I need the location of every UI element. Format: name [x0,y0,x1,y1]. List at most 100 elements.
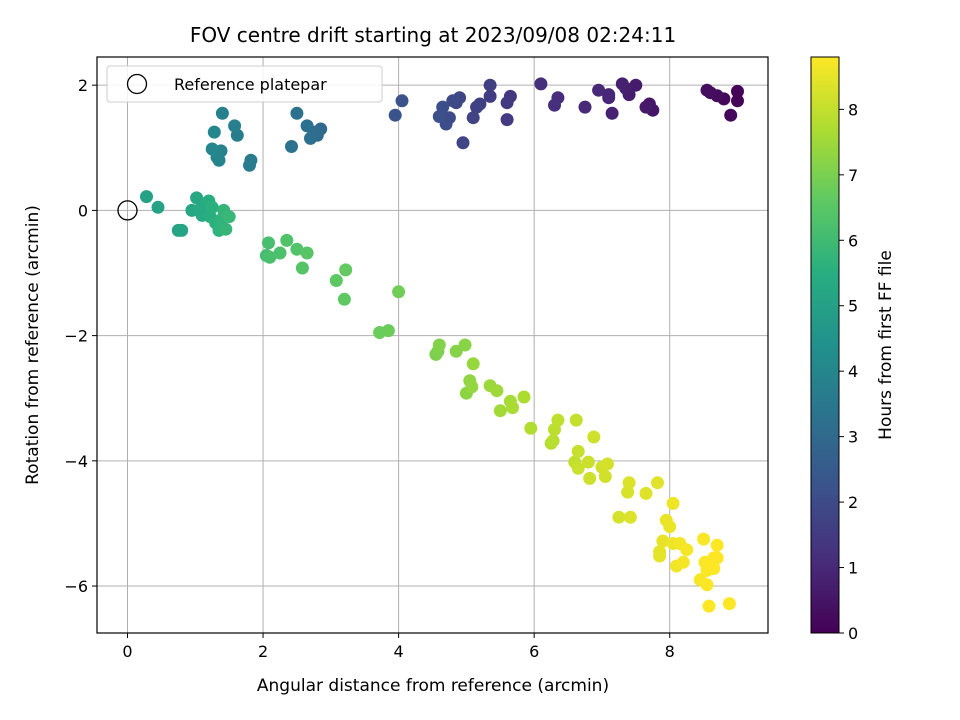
data-point [500,96,514,110]
data-point [290,106,304,120]
data-point [175,223,189,237]
data-point [710,538,724,552]
data-point [273,246,287,260]
y-axis-label: Rotation from reference (arcmin) [23,205,43,485]
data-point [569,413,583,427]
data-point [656,534,670,548]
data-point [490,384,504,398]
data-point [466,357,480,371]
data-point [243,158,256,172]
data-point [598,470,612,483]
x-tick-label: 6 [529,642,539,661]
x-tick-label: 8 [665,642,675,661]
x-axis-label: Angular distance from reference (arcmin) [257,676,609,696]
data-point [465,380,479,394]
data-point [329,274,343,287]
data-point [578,100,592,114]
data-point [551,413,565,427]
colorbar: 0 1 2 3 4 5 6 7 8 Hours from first FF file [810,56,896,643]
legend-label-reference: Reference platepar [174,75,327,94]
data-point [392,285,406,299]
data-point [612,510,626,524]
data-point [581,455,595,469]
colorbar-ticks: 0 1 2 3 4 5 6 7 8 [839,100,858,643]
y-axis-ticks: 2 0 −2 −4 −6 [64,76,97,596]
legend-marker-reference [126,73,148,95]
colorbar-tick-label: 7 [848,166,858,185]
data-point [280,233,294,247]
colorbar-tick-label: 5 [848,297,858,316]
data-point [615,77,629,91]
legend-box [106,65,383,103]
data-point [295,261,309,275]
data-point [207,125,221,139]
data-point [651,476,664,490]
chart-title: FOV centre drift starting at 2023/09/08 … [190,23,676,47]
y-tick-label: 0 [78,201,88,220]
data-point [731,84,744,98]
grid [97,57,768,633]
data-point [215,106,229,120]
data-point [571,461,585,475]
colorbar-tick-label: 8 [848,100,858,119]
data-point [493,404,507,418]
data-point [205,142,219,156]
colorbar-label: Hours from first FF file [876,250,896,440]
data-point [571,444,585,458]
data-point [676,555,690,569]
data-point [381,324,395,338]
data-point [653,549,667,563]
data-point [680,543,694,557]
data-point [629,78,643,92]
data-point [623,510,637,524]
data-point [622,476,636,490]
data-point [388,108,402,122]
data-point [517,390,531,404]
data-point [337,292,351,306]
colorbar-tick-label: 0 [848,624,858,643]
data-point [731,94,744,108]
x-tick-label: 0 [122,642,132,661]
data-point [600,457,614,471]
data-point [605,106,619,120]
y-tick-label: −4 [64,452,88,471]
data-point [700,83,714,97]
data-point [548,98,561,112]
data-point [222,210,236,224]
colorbar-tick-label: 6 [848,231,858,250]
data-point [339,263,353,277]
colorbar-tick-label: 2 [848,493,858,512]
data-point [432,110,446,123]
colorbar-tick-label: 3 [848,428,858,447]
data-point [639,100,653,114]
data-point [466,111,480,125]
data-point [446,94,460,108]
data-point [300,246,314,260]
data-point [666,496,680,510]
legend: Reference platepar [106,65,383,103]
colorbar-gradient [810,56,840,634]
data-point [228,119,242,133]
data-points [140,77,744,613]
data-point [151,200,165,214]
data-point [524,421,538,435]
data-point [263,250,277,264]
data-point [702,599,716,613]
data-point [710,551,724,565]
data-point [290,242,304,256]
data-point [592,83,606,97]
data-point [483,78,497,92]
data-point [700,578,714,592]
data-point [483,89,497,103]
data-point [602,88,616,102]
data-point [583,471,597,485]
data-point [722,597,736,611]
reference-marker-group [117,200,138,221]
data-point [697,532,711,546]
data-point [262,236,275,250]
data-point [663,520,677,534]
plot-frame [96,56,769,634]
data-point [456,136,470,150]
data-point [546,434,560,448]
